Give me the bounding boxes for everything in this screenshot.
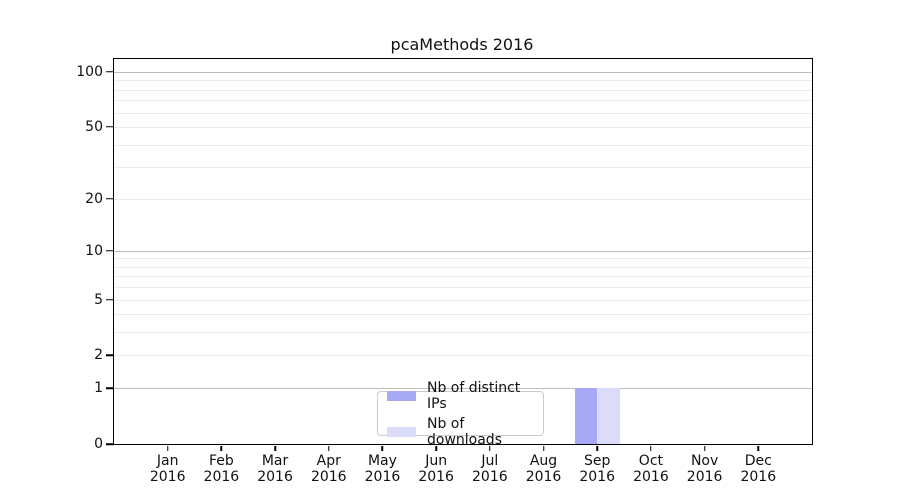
gridline-minor xyxy=(114,355,812,357)
x-tick-label: Jan 2016 xyxy=(149,453,186,485)
bar-distinct-ips xyxy=(574,388,598,444)
legend-label-downloads: Nb of downloads xyxy=(427,415,502,448)
chart-title: pcaMethods 2016 xyxy=(390,35,534,54)
x-tick-year: 2016 xyxy=(418,468,454,485)
y-tick-mark xyxy=(106,443,114,445)
gridline-minor xyxy=(114,299,812,301)
x-tick-mark xyxy=(381,445,384,451)
x-tick-mark xyxy=(220,445,223,451)
x-tick-mark xyxy=(166,445,169,451)
x-tick-month: Feb xyxy=(208,453,234,469)
x-tick-label: Dec 2016 xyxy=(740,453,777,485)
plot-area: 0 1 2 5 10 20 50 100 Jan 2016 Feb 2016 Mar 2016 Apr 201… xyxy=(76,58,813,484)
gridline-minor xyxy=(114,314,812,316)
y-tick-label: 1 xyxy=(94,380,103,397)
y-tick-label: 100 xyxy=(76,63,103,80)
x-tick-mark xyxy=(274,445,276,451)
x-tick-label: Feb 2016 xyxy=(203,453,240,485)
x-tick-label: Nov 2016 xyxy=(686,453,723,485)
x-tick-mark xyxy=(328,445,330,451)
y-tick-mark xyxy=(106,197,114,200)
gridline-minor xyxy=(114,126,812,128)
x-tick-month: Jun xyxy=(425,453,448,469)
x-tick-mark xyxy=(435,445,437,451)
gridline-minor xyxy=(114,332,812,334)
x-tick-month: Mar xyxy=(261,453,289,469)
gridline-minor xyxy=(114,276,812,278)
x-tick-year: 2016 xyxy=(633,468,669,485)
y-tick-label: 0 xyxy=(94,436,103,452)
gridline-minor xyxy=(114,258,812,260)
gridline-minor xyxy=(114,198,812,200)
x-tick-year: 2016 xyxy=(310,468,347,485)
y-tick-mark xyxy=(106,71,114,73)
x-tick-month: Aug xyxy=(529,453,558,469)
x-tick-month: Apr xyxy=(316,453,341,469)
x-tick-year: 2016 xyxy=(579,468,616,485)
legend-item-downloads: Nb of downloads xyxy=(387,416,543,448)
x-tick-label: Apr 2016 xyxy=(310,453,347,485)
x-tick-year: 2016 xyxy=(257,468,293,485)
x-tick-month: Jan xyxy=(156,453,179,469)
x-tick-label: Sep 2016 xyxy=(579,453,616,485)
x-tick-month: Jul xyxy=(481,453,499,469)
y-tick-label: 50 xyxy=(85,118,103,135)
x-tick-month: Dec xyxy=(744,453,772,469)
x-tick-label: Jul 2016 xyxy=(472,453,508,485)
gridline-minor xyxy=(114,144,812,146)
x-tick-month: Oct xyxy=(638,453,664,469)
x-tick-year: 2016 xyxy=(149,468,186,485)
x-tick-label: Oct 2016 xyxy=(633,453,669,485)
y-tick-mark xyxy=(106,298,114,301)
x-tick-year: 2016 xyxy=(740,468,777,485)
x-tick-mark xyxy=(757,445,760,451)
y-tick-label: 10 xyxy=(85,242,103,259)
y-tick-mark xyxy=(106,354,114,357)
x-tick-year: 2016 xyxy=(525,468,562,485)
x-tick-month: Sep xyxy=(584,453,611,469)
y-tick-label: 5 xyxy=(94,291,103,308)
x-tick-month: May xyxy=(367,453,397,469)
x-tick-month: Nov xyxy=(690,453,719,469)
y-tick-mark xyxy=(106,126,114,128)
legend-swatch-distinct-ips xyxy=(387,390,416,401)
x-tick-year: 2016 xyxy=(472,468,508,485)
y-tick-label: 20 xyxy=(85,190,103,207)
x-tick-mark xyxy=(596,445,598,451)
x-tick-mark xyxy=(703,445,706,451)
gridline-minor xyxy=(114,80,812,82)
gridline-minor xyxy=(114,100,812,102)
gridline-major xyxy=(114,388,812,390)
x-tick-year: 2016 xyxy=(364,468,401,485)
gridline-major xyxy=(114,71,812,73)
y-tick-mark xyxy=(106,387,114,389)
legend-swatch-downloads xyxy=(387,426,416,437)
x-tick-mark xyxy=(489,445,491,451)
y-tick-mark xyxy=(106,249,114,252)
gridline-minor xyxy=(114,167,812,169)
legend-item-distinct-ips: Nb of distinct IPs xyxy=(387,380,543,412)
x-tick-label: May 2016 xyxy=(364,453,401,485)
gridline-minor xyxy=(114,89,812,91)
x-tick-mark xyxy=(650,445,652,451)
x-tick-mark xyxy=(542,445,545,451)
x-tick-year: 2016 xyxy=(686,468,723,485)
x-tick-label: Aug 2016 xyxy=(525,453,562,485)
gridline-minor xyxy=(114,112,812,114)
legend-label-distinct-ips: Nb of distinct IPs xyxy=(427,379,521,412)
gridline-minor xyxy=(114,266,812,268)
x-tick-year: 2016 xyxy=(203,468,240,485)
gridline-minor xyxy=(114,287,812,289)
x-tick-label: Mar 2016 xyxy=(257,453,293,485)
legend: Nb of distinct IPs Nb of downloads xyxy=(377,380,544,448)
bar-downloads xyxy=(597,388,620,444)
x-tick-label: Jun 2016 xyxy=(418,453,454,485)
gridline-major xyxy=(114,250,812,252)
y-tick-label: 2 xyxy=(94,347,103,364)
